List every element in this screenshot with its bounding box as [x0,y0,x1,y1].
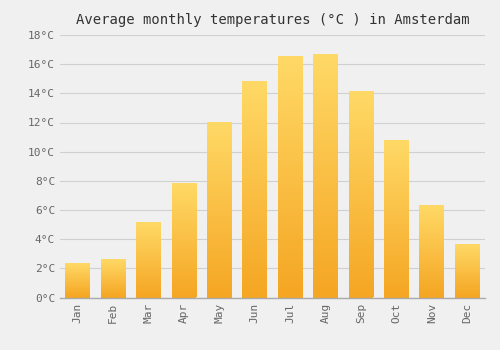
Bar [172,184,196,298]
Bar [136,223,161,298]
Bar [455,245,479,298]
Bar [313,55,338,298]
Bar [66,264,90,298]
Bar [384,141,409,298]
Bar [242,82,267,298]
Bar [100,260,126,298]
Title: Average monthly temperatures (°C ) in Amsterdam: Average monthly temperatures (°C ) in Am… [76,13,469,27]
Bar [278,57,302,298]
Bar [420,206,444,298]
Bar [207,122,232,298]
Bar [348,92,374,298]
